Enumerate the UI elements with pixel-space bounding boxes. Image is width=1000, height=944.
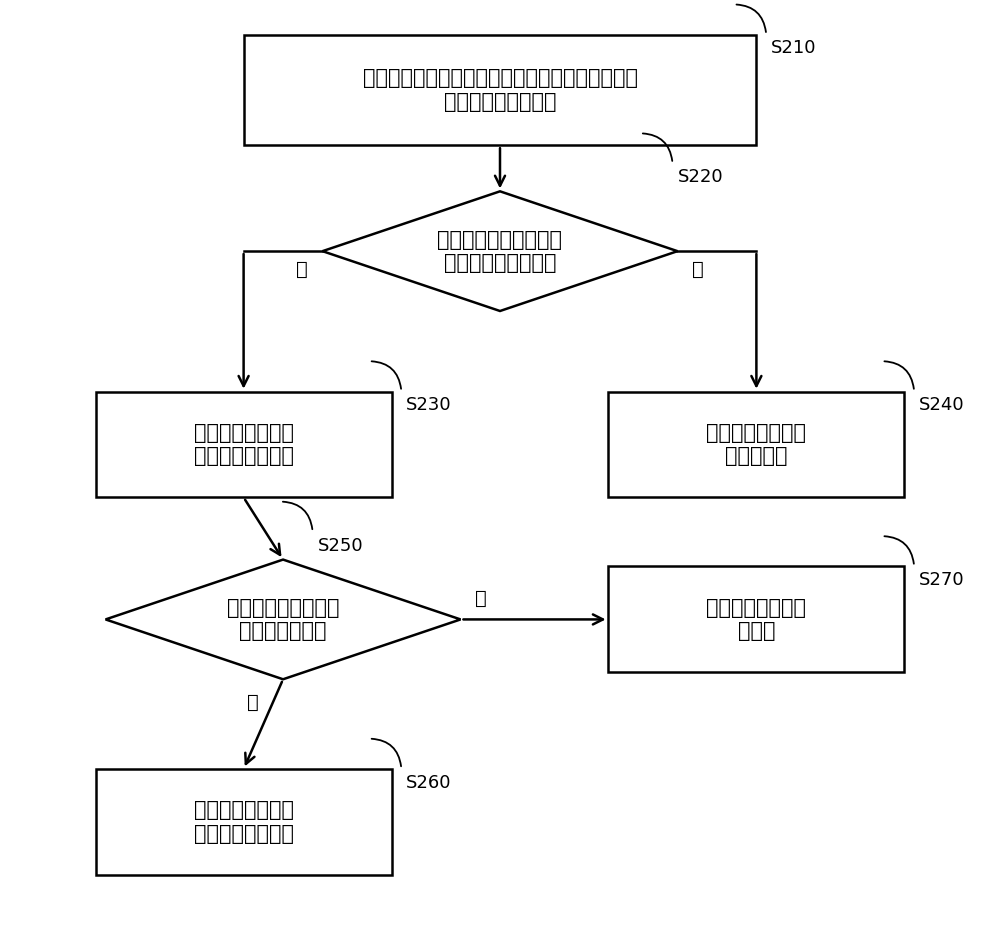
Polygon shape	[106, 560, 461, 680]
Text: 维持加热装置当前
的输出功率: 维持加热装置当前 的输出功率	[706, 423, 806, 466]
Bar	[608, 566, 904, 672]
Text: 降低加热装置的瞬
时功率至第二功率: 降低加热装置的瞬 时功率至第二功率	[194, 423, 294, 466]
Text: 风机的瞬时功率大于或
等于第一预设功率？: 风机的瞬时功率大于或 等于第一预设功率？	[438, 229, 562, 273]
Text: S210: S210	[771, 40, 817, 58]
Text: 风机的瞬时功率小于
第三预设功率？: 风机的瞬时功率小于 第三预设功率？	[227, 598, 339, 641]
Text: 升高加热装置的瞬
时功率至第四功率: 升高加热装置的瞬 时功率至第四功率	[194, 801, 294, 844]
Text: 是: 是	[247, 693, 258, 712]
Text: S270: S270	[919, 571, 965, 589]
Bar	[608, 392, 904, 497]
Text: S240: S240	[919, 396, 965, 414]
Text: S220: S220	[677, 168, 723, 186]
Text: S230: S230	[406, 396, 452, 414]
Text: 电源同时为加热装置及风机供电时，实时监测该风
机作业时的瞬时功率: 电源同时为加热装置及风机供电时，实时监测该风 机作业时的瞬时功率	[362, 69, 638, 111]
Polygon shape	[322, 192, 677, 311]
Text: 是: 是	[296, 261, 308, 279]
Bar	[96, 769, 392, 875]
Text: 维持加热装置的瞬
时功率: 维持加热装置的瞬 时功率	[706, 598, 806, 641]
Text: 否: 否	[475, 589, 487, 608]
Text: S250: S250	[318, 536, 363, 554]
Bar	[96, 392, 392, 497]
Text: S260: S260	[406, 774, 452, 792]
Text: 否: 否	[692, 261, 704, 279]
Bar	[244, 35, 756, 145]
